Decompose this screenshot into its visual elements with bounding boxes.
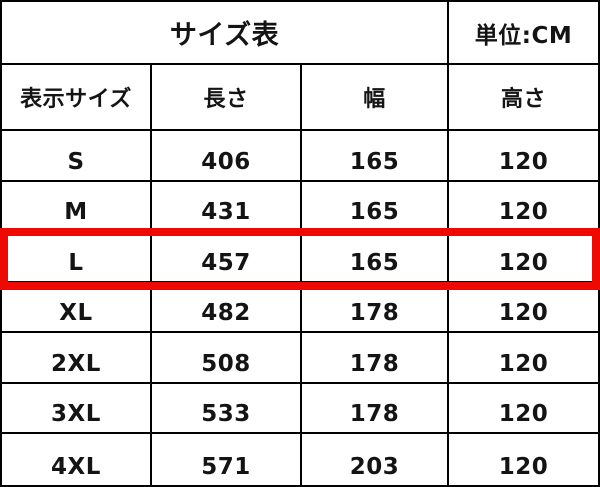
row-m-width-cell: 165 <box>302 181 449 233</box>
row-xl-size-cell: XL <box>2 282 152 334</box>
row-s-width-cell: 165 <box>302 131 449 182</box>
row-4xl-width-cell: 203 <box>302 434 449 485</box>
row-s-height-cell: 120 <box>449 131 598 182</box>
row-xl-length-cell: 482 <box>152 282 302 334</box>
row-m-length-cell: 431 <box>152 181 302 233</box>
col-header-display-size: 表示サイズ <box>2 65 152 131</box>
row-m-height-cell: 120 <box>449 182 598 233</box>
row-s-size-cell: S <box>2 131 152 182</box>
col-header-height: 高さ <box>449 65 598 131</box>
row-m-size-cell: M <box>2 181 152 233</box>
row-3xl-width-cell: 178 <box>302 383 449 435</box>
row-l-width-cell: 165 <box>302 232 449 283</box>
row-4xl-size-cell: 4XL <box>2 434 152 485</box>
row-4xl-height-cell: 120 <box>498 454 549 480</box>
row-l-height-cell: 120 <box>449 232 598 283</box>
row-l-size-cell: L <box>2 232 152 283</box>
row-l-length-cell: 457 <box>152 232 302 283</box>
row-4xl-length-cell: 571 <box>152 434 302 485</box>
row-2xl-length-cell: 508 <box>152 333 302 384</box>
row-2xl-size-cell: 2XL <box>2 333 152 384</box>
row-xl-width-cell: 178 <box>302 282 449 334</box>
col-header-length: 長さ <box>152 65 302 131</box>
row-xl-height-cell: 120 <box>449 283 598 334</box>
row-3xl-size-cell: 3XL <box>2 383 152 435</box>
table-title: サイズ表 <box>2 2 449 65</box>
row-3xl-height-cell: 120 <box>449 384 598 435</box>
row-3xl-length-cell: 533 <box>152 383 302 435</box>
row-s-length-cell: 406 <box>152 131 302 182</box>
row-2xl-height-cell: 120 <box>449 333 598 384</box>
col-header-width: 幅 <box>302 65 449 131</box>
row-2xl-width-cell: 178 <box>302 333 449 384</box>
unit-label: 単位:CM <box>449 2 598 65</box>
